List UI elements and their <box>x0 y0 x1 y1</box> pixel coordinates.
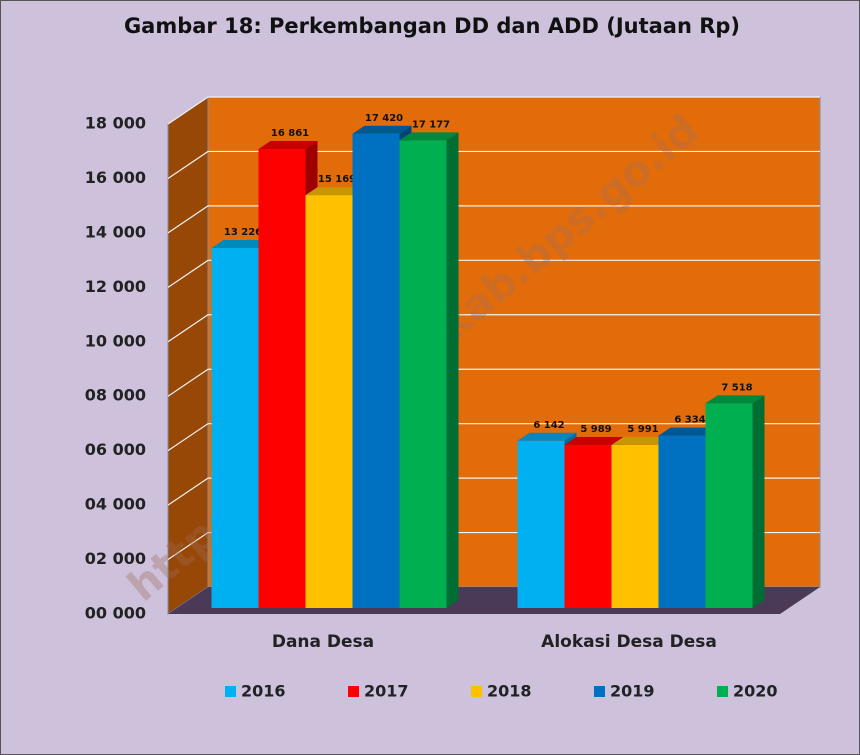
value-label: 6 142 <box>533 420 564 431</box>
value-label: 17 420 <box>365 113 403 124</box>
value-label: 13 226 <box>224 227 262 238</box>
bar-front <box>564 444 612 608</box>
bar-front <box>611 444 659 608</box>
value-label: 15 169 <box>318 174 356 185</box>
bar-top <box>517 432 577 441</box>
x-tick-label: Alokasi Desa Desa <box>541 632 717 652</box>
value-label: 17 177 <box>412 119 450 130</box>
legend-label: 2020 <box>733 682 778 701</box>
grid-line <box>167 368 820 397</box>
bar-side <box>752 395 765 608</box>
chart-title: Gambar 18: Perkembangan DD dan ADD (Juta… <box>124 14 740 38</box>
y-tick-label: 12 000 <box>85 277 146 296</box>
bar-top <box>352 125 412 134</box>
bar-top <box>705 395 765 404</box>
grid-line <box>167 205 820 234</box>
y-tick-label: 10 000 <box>85 331 146 350</box>
value-label: 7 518 <box>721 382 752 393</box>
bar-front <box>258 149 306 608</box>
value-label: 16 861 <box>271 128 309 139</box>
value-label: 6 334 <box>674 415 705 426</box>
bar-top <box>258 141 318 150</box>
grid-line <box>167 314 820 343</box>
x-tick-label: Dana Desa <box>272 632 374 652</box>
legend-swatch <box>471 686 482 697</box>
bar-front <box>352 133 400 609</box>
y-tick-label: 00 000 <box>85 604 146 623</box>
legend-swatch <box>348 686 359 697</box>
bar-top <box>399 132 459 141</box>
legend-label: 2016 <box>241 682 286 701</box>
y-tick-label: 18 000 <box>85 114 146 133</box>
bar-front <box>658 435 706 608</box>
bar-front <box>705 403 753 608</box>
bar <box>705 395 765 608</box>
bar-front <box>305 195 353 609</box>
y-tick-label: 06 000 <box>85 440 146 459</box>
y-tick-label: 04 000 <box>85 495 146 514</box>
y-tick-label: 08 000 <box>85 386 146 405</box>
grid-line <box>167 423 820 452</box>
grid-line <box>167 96 820 125</box>
value-label: 5 989 <box>580 424 611 435</box>
bar-top <box>658 427 718 436</box>
bar-front <box>399 140 447 609</box>
legend-swatch <box>225 686 236 697</box>
legend-swatch <box>594 686 605 697</box>
grid-line <box>167 150 820 179</box>
legend-swatch <box>717 686 728 697</box>
bar <box>399 132 459 609</box>
y-tick-label: 02 000 <box>85 549 146 568</box>
value-label: 5 991 <box>627 424 658 435</box>
bar-top <box>564 436 624 445</box>
grid-line <box>167 259 820 288</box>
bar-front <box>211 247 259 608</box>
legend-label: 2018 <box>487 682 532 701</box>
bar-top <box>611 436 671 445</box>
bar-top <box>211 239 271 248</box>
legend-label: 2019 <box>610 682 655 701</box>
y-tick-label: 16 000 <box>85 168 146 187</box>
legend-label: 2017 <box>364 682 409 701</box>
bar-front <box>517 440 565 608</box>
bar-top <box>305 187 365 196</box>
y-tick-label: 14 000 <box>85 222 146 241</box>
bar-side <box>446 132 459 609</box>
